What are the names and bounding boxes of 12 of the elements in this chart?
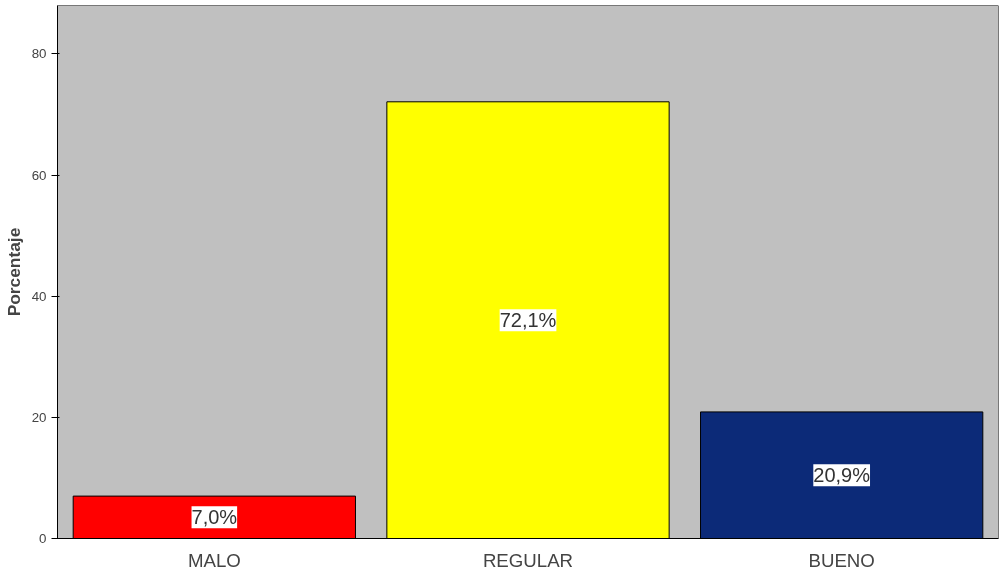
data-label: 72,1% [499, 309, 557, 332]
x-tick-label: MALO [187, 549, 241, 571]
y-axis-title: Porcentaje [3, 227, 24, 317]
y-tick-label: 40 [31, 288, 47, 304]
y-tick-label: 80 [31, 46, 47, 62]
y-tick-label: 60 [31, 167, 47, 183]
y-tick-label: 0 [39, 531, 47, 546]
x-tick-label: BUENO [808, 549, 875, 571]
y-tick-label: 20 [31, 409, 47, 425]
data-label: 7,0% [191, 506, 238, 529]
data-label: 20,9% [813, 464, 871, 487]
x-tick-label: REGULAR [482, 549, 574, 571]
